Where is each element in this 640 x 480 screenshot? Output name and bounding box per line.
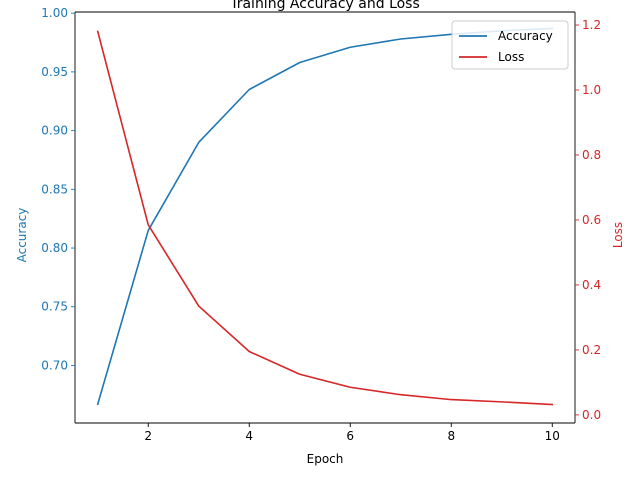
x-tick-label: 10 xyxy=(545,429,560,443)
left-y-tick-label: 0.80 xyxy=(41,241,68,255)
series-line-loss xyxy=(96,30,554,406)
axes: 2 4 6 8 10 0.70 0.75 0.80 0.85 0.90 0.95 1.00 0.0 0.2… xyxy=(41,6,601,443)
legend: Accuracy Loss xyxy=(451,20,569,70)
x-tick-label: 2 xyxy=(144,429,152,443)
right-y-tick-label: 1.0 xyxy=(582,83,601,97)
right-y-tick-label: 0.0 xyxy=(582,408,601,422)
right-y-axis-label: Loss xyxy=(611,222,625,248)
right-y-tick-label: 0.8 xyxy=(582,148,601,162)
left-y-tick-label: 0.95 xyxy=(41,65,68,79)
right-y-tick-label: 0.2 xyxy=(582,343,601,357)
left-y-axis-label: Accuracy xyxy=(15,208,29,263)
series-line-accuracy xyxy=(96,27,554,406)
x-axis-label: Epoch xyxy=(307,452,344,466)
right-y-tick-label: 0.6 xyxy=(582,213,601,227)
plot-area xyxy=(96,27,554,406)
x-tick-label: 4 xyxy=(245,429,253,443)
left-y-tick-label: 0.85 xyxy=(41,182,68,196)
legend-label-accuracy: Accuracy xyxy=(498,29,553,43)
left-y-tick-label: 0.70 xyxy=(41,358,68,372)
left-y-tick-label: 0.75 xyxy=(41,300,68,314)
left-y-tick-label: 0.90 xyxy=(41,124,68,138)
left-y-tick-label: 1.00 xyxy=(41,6,68,20)
legend-label-loss: Loss xyxy=(498,50,524,64)
x-tick-label: 6 xyxy=(346,429,354,443)
right-y-tick-label: 1.2 xyxy=(582,18,601,32)
chart-title: Training Accuracy and Loss xyxy=(229,0,420,12)
x-tick-label: 8 xyxy=(447,429,455,443)
right-y-tick-label: 0.4 xyxy=(582,278,601,292)
